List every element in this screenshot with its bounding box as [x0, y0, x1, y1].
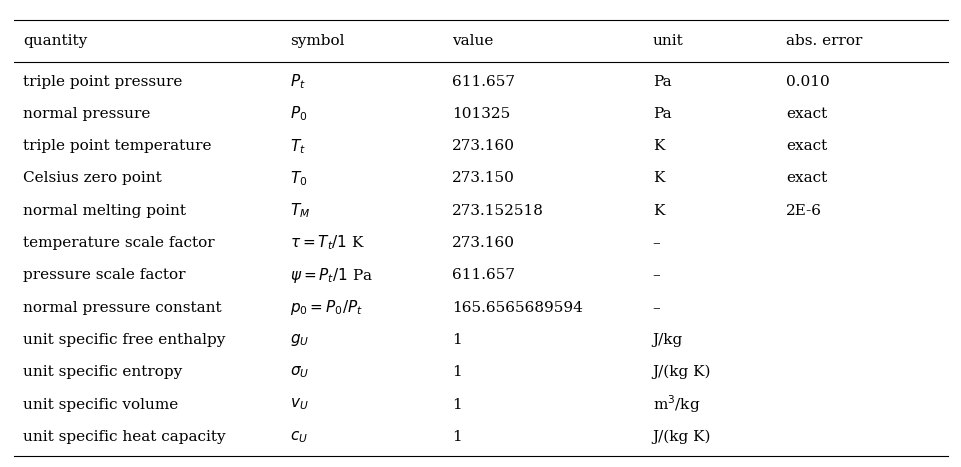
- Text: J/kg: J/kg: [652, 333, 682, 347]
- Text: temperature scale factor: temperature scale factor: [23, 236, 214, 250]
- Text: unit specific heat capacity: unit specific heat capacity: [23, 430, 226, 444]
- Text: $c_U$: $c_U$: [290, 429, 308, 445]
- Text: $v_U$: $v_U$: [290, 396, 308, 412]
- Text: normal pressure: normal pressure: [23, 107, 151, 121]
- Text: 273.150: 273.150: [452, 171, 515, 185]
- Text: 273.160: 273.160: [452, 236, 515, 250]
- Text: $\tau = T_t/1$ K: $\tau = T_t/1$ K: [290, 234, 365, 252]
- Text: 2E-6: 2E-6: [785, 204, 822, 218]
- Text: exact: exact: [785, 139, 826, 153]
- Text: 101325: 101325: [452, 107, 510, 121]
- Text: K: K: [652, 171, 663, 185]
- Text: –: –: [652, 301, 659, 315]
- Text: $P_0$: $P_0$: [290, 105, 308, 123]
- Text: Celsius zero point: Celsius zero point: [23, 171, 161, 185]
- Text: $p_0 = P_0/P_t$: $p_0 = P_0/P_t$: [290, 298, 363, 317]
- Text: $T_M$: $T_M$: [290, 201, 310, 220]
- Text: –: –: [652, 236, 659, 250]
- Text: m$^3$/kg: m$^3$/kg: [652, 394, 700, 415]
- Text: triple point temperature: triple point temperature: [23, 139, 211, 153]
- Text: $T_t$: $T_t$: [290, 137, 306, 156]
- Text: $g_U$: $g_U$: [290, 332, 309, 348]
- Text: 165.6565689594: 165.6565689594: [452, 301, 582, 315]
- Text: –: –: [652, 269, 659, 283]
- Text: quantity: quantity: [23, 34, 87, 48]
- Text: unit specific free enthalpy: unit specific free enthalpy: [23, 333, 226, 347]
- Text: exact: exact: [785, 107, 826, 121]
- Text: Pa: Pa: [652, 107, 671, 121]
- Text: 611.657: 611.657: [452, 75, 515, 89]
- Text: normal melting point: normal melting point: [23, 204, 186, 218]
- Text: normal pressure constant: normal pressure constant: [23, 301, 222, 315]
- Text: 1: 1: [452, 333, 461, 347]
- Text: K: K: [652, 139, 663, 153]
- Text: K: K: [652, 204, 663, 218]
- Text: 611.657: 611.657: [452, 269, 515, 283]
- Text: symbol: symbol: [290, 34, 344, 48]
- Text: J/(kg K): J/(kg K): [652, 365, 710, 379]
- Text: unit: unit: [652, 34, 682, 48]
- Text: abs. error: abs. error: [785, 34, 862, 48]
- Text: 1: 1: [452, 365, 461, 379]
- Text: exact: exact: [785, 171, 826, 185]
- Text: $\sigma_U$: $\sigma_U$: [290, 364, 309, 380]
- Text: $\psi = P_t/1$ Pa: $\psi = P_t/1$ Pa: [290, 266, 373, 285]
- Text: 273.152518: 273.152518: [452, 204, 544, 218]
- Text: 0.010: 0.010: [785, 75, 829, 89]
- Text: unit specific volume: unit specific volume: [23, 397, 179, 411]
- Text: 1: 1: [452, 430, 461, 444]
- Text: 1: 1: [452, 397, 461, 411]
- Text: pressure scale factor: pressure scale factor: [23, 269, 185, 283]
- Text: unit specific entropy: unit specific entropy: [23, 365, 183, 379]
- Text: Pa: Pa: [652, 75, 671, 89]
- Text: $T_0$: $T_0$: [290, 169, 308, 188]
- Text: J/(kg K): J/(kg K): [652, 430, 710, 444]
- Text: value: value: [452, 34, 493, 48]
- Text: triple point pressure: triple point pressure: [23, 75, 183, 89]
- Text: 273.160: 273.160: [452, 139, 515, 153]
- Text: $P_t$: $P_t$: [290, 72, 306, 91]
